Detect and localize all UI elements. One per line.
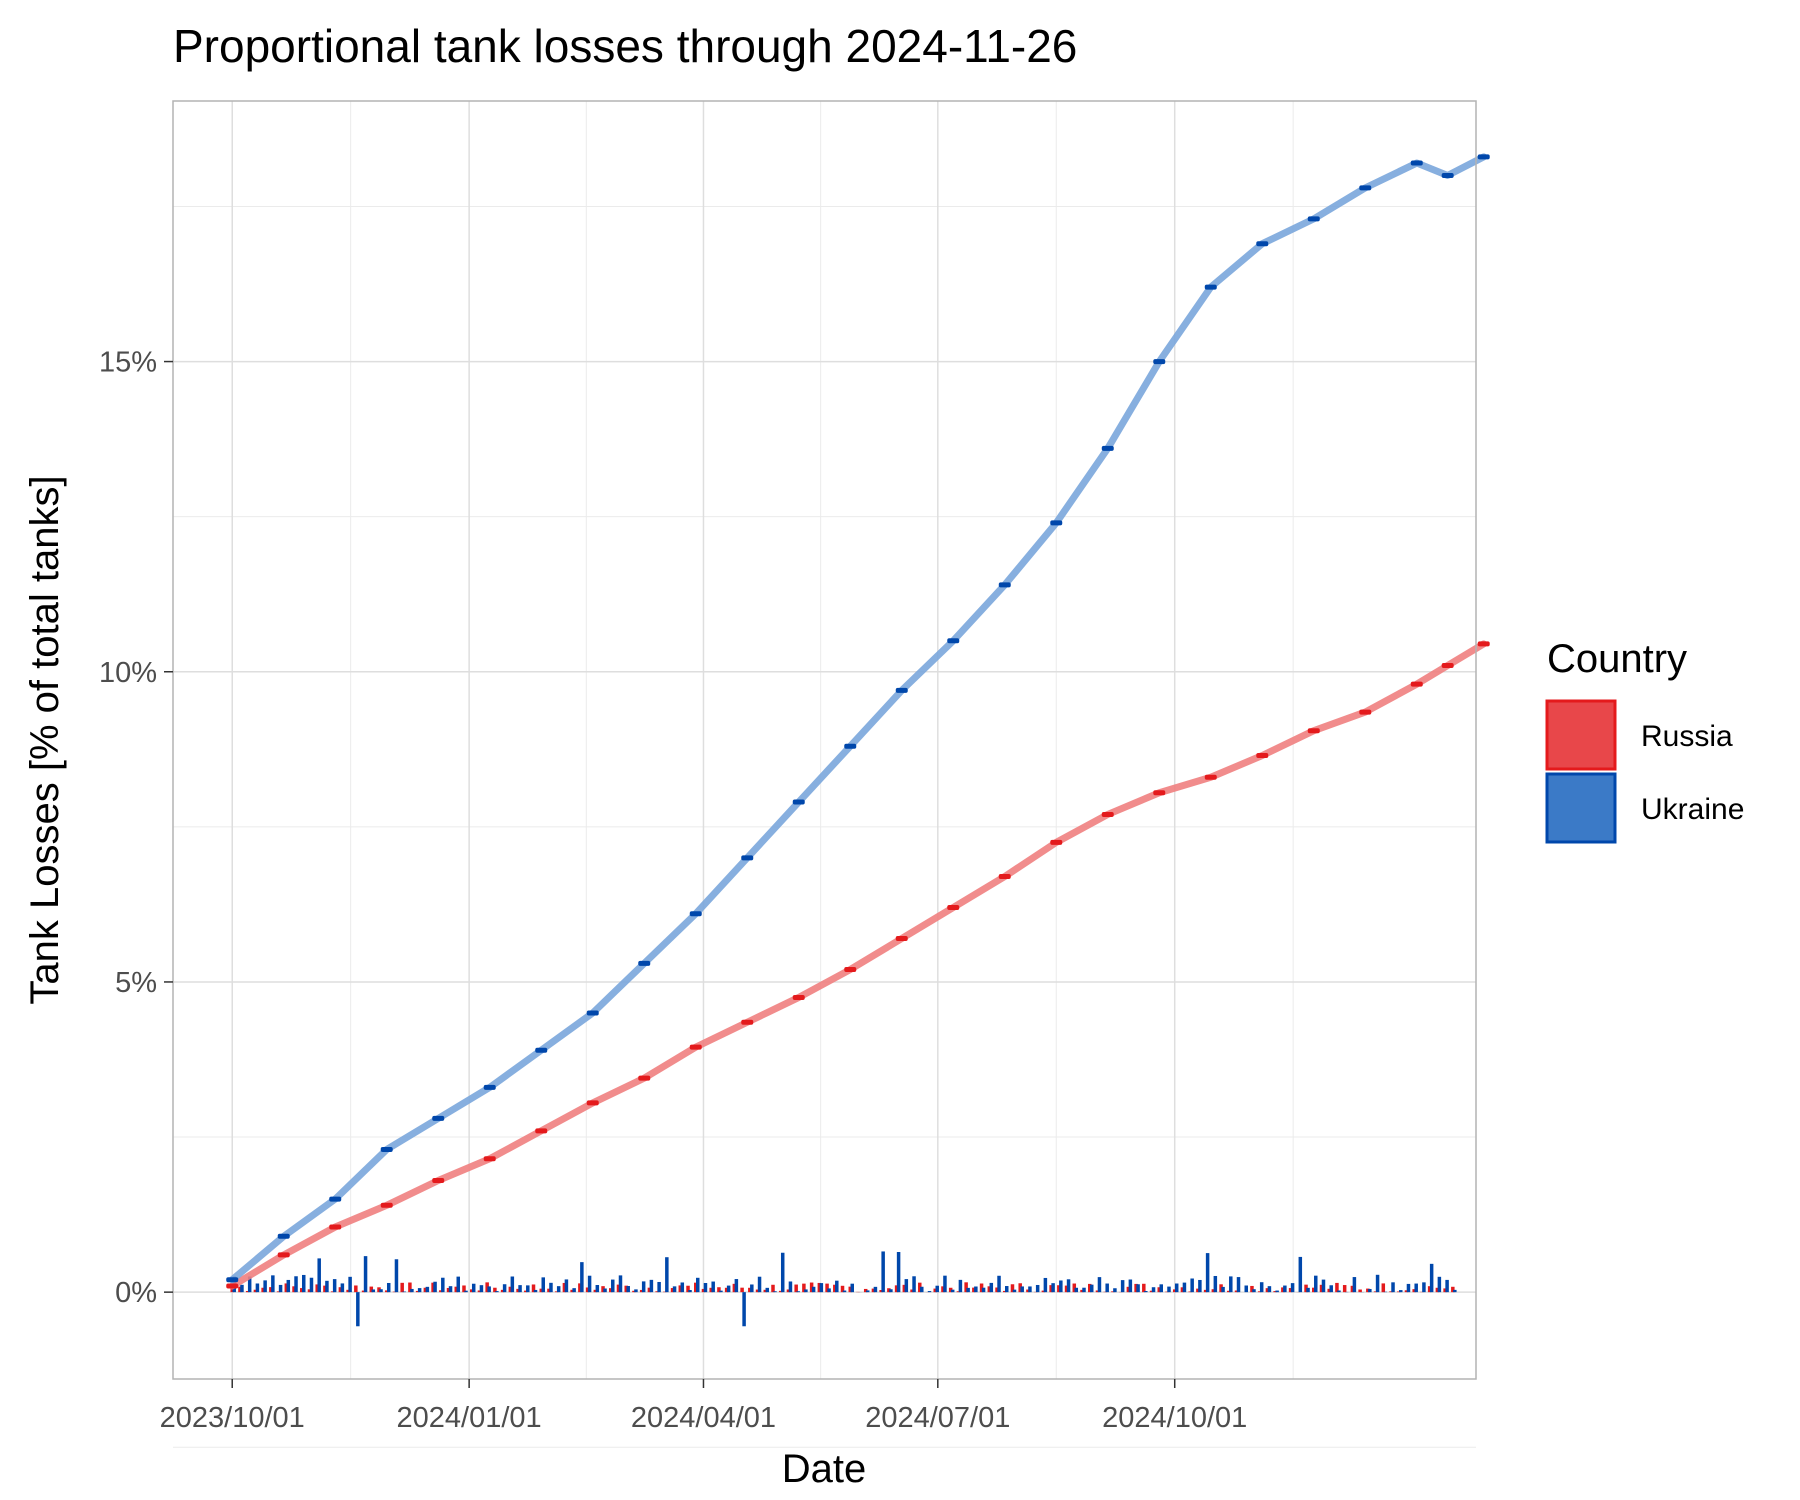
data-point-ukraine (1477, 154, 1490, 160)
data-point-ukraine (792, 799, 805, 805)
data-point-russia (329, 1224, 342, 1230)
data-point-russia (689, 1044, 702, 1050)
data-point-russia (1204, 774, 1217, 780)
data-point-russia (792, 994, 805, 1000)
data-point-ukraine (844, 743, 857, 749)
x-tick-label: 2024/01/01 (397, 1402, 542, 1434)
x-tick-label: 2024/07/01 (865, 1402, 1010, 1434)
data-point-russia (1307, 728, 1320, 734)
data-point-ukraine (1204, 284, 1217, 290)
data-point-ukraine (226, 1277, 239, 1283)
data-point-russia (1359, 709, 1372, 715)
data-point-russia (535, 1128, 548, 1134)
data-point-ukraine (741, 855, 754, 861)
trend-line-russia (228, 640, 1488, 1290)
grid-major (173, 101, 1476, 1379)
data-point-russia (741, 1019, 754, 1025)
data-point-ukraine (277, 1233, 290, 1239)
data-point-ukraine (329, 1196, 342, 1202)
data-point-russia (895, 936, 908, 942)
legend: Country Russia Ukraine (1545, 637, 1744, 844)
data-point-ukraine (380, 1146, 393, 1152)
data-point-ukraine (1153, 359, 1166, 365)
data-point-russia (947, 905, 960, 911)
data-point-russia (1256, 753, 1269, 759)
x-tick-label: 2024/10/01 (1102, 1402, 1247, 1434)
data-point-ukraine (1050, 520, 1063, 526)
y-tick-label: 0% (115, 1277, 157, 1309)
data-point-russia (380, 1202, 393, 1208)
y-tick-label: 5% (115, 967, 157, 999)
data-point-ukraine (1359, 185, 1372, 191)
legend-label-ukraine: Ukraine (1641, 793, 1744, 826)
plot-panel-border (172, 100, 1477, 1380)
data-point-ukraine (1441, 172, 1454, 178)
data-point-ukraine (947, 638, 960, 644)
data-point-russia (1441, 663, 1454, 669)
legend-title: Country (1547, 637, 1687, 681)
data-point-ukraine (1101, 445, 1114, 451)
trend-line-ukraine (228, 153, 1488, 1284)
data-point-russia (1050, 839, 1063, 845)
legend-label-russia: Russia (1641, 720, 1733, 753)
data-point-ukraine (689, 911, 702, 917)
data-point-russia (1410, 681, 1423, 687)
data-point-russia (277, 1252, 290, 1258)
data-point-ukraine (432, 1115, 445, 1121)
legend-item-ukraine: Ukraine (1545, 772, 1744, 844)
y-axis-title: Tank Losses [% of total tanks] (23, 475, 67, 1004)
y-tick-label: 15% (99, 347, 157, 379)
data-point-ukraine (483, 1084, 496, 1090)
data-point-ukraine (1256, 241, 1269, 247)
x-axis-title: Date (782, 1447, 867, 1491)
data-point-russia (483, 1156, 496, 1162)
x-tick-label: 2024/04/01 (631, 1402, 776, 1434)
data-point-russia (1101, 811, 1114, 817)
legend-key-russia (1545, 699, 1617, 771)
x-tick-label: 2023/10/01 (160, 1402, 305, 1434)
data-point-russia (844, 967, 857, 973)
data-point-russia (1477, 641, 1490, 647)
data-point-ukraine (586, 1010, 599, 1016)
legend-item-russia: Russia (1545, 699, 1733, 771)
data-point-russia (1153, 790, 1166, 796)
data-point-ukraine (998, 582, 1011, 588)
legend-key-ukraine (1545, 772, 1617, 844)
data-point-russia (638, 1075, 651, 1081)
data-point-ukraine (638, 960, 651, 966)
x-axis-ticks: 2023/10/01 2024/01/01 2024/04/01 2024/07/01… (160, 1379, 1247, 1434)
data-point-russia (586, 1100, 599, 1106)
data-point-russia (226, 1283, 239, 1289)
data-point-ukraine (1410, 160, 1423, 166)
chart-title: Proportional tank losses through 2024-11… (173, 20, 1077, 72)
data-point-ukraine (1307, 216, 1320, 222)
y-tick-label: 10% (99, 657, 157, 689)
data-point-russia (432, 1177, 445, 1183)
y-axis-ticks: 0% 5% 10% 15% (99, 347, 173, 1309)
data-point-ukraine (535, 1047, 548, 1053)
data-point-ukraine (895, 687, 908, 693)
series-layer (226, 153, 1490, 1327)
data-point-russia (998, 873, 1011, 879)
